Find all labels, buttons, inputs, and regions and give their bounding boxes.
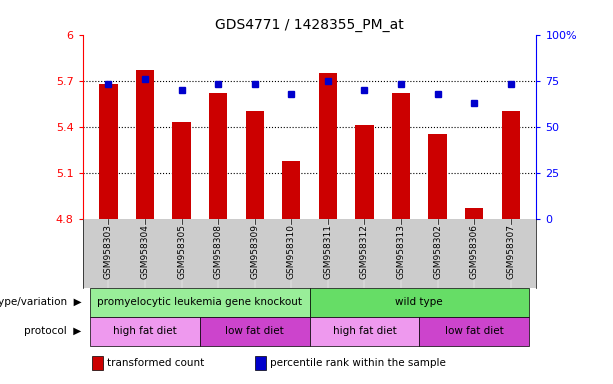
Bar [200,317,310,346]
Text: GSM958308: GSM958308 [213,224,223,280]
Text: GSM958312: GSM958312 [360,224,369,279]
Bar [501,111,520,219]
Text: GSM958306: GSM958306 [470,224,479,280]
Bar [255,356,267,370]
Bar [92,356,103,370]
Text: promyelocytic leukemia gene knockout: promyelocytic leukemia gene knockout [97,297,302,308]
Text: high fat diet: high fat diet [113,326,177,336]
Text: GSM958309: GSM958309 [250,224,259,280]
Bar [392,93,410,219]
Bar [419,317,529,346]
Text: low fat diet: low fat diet [226,326,284,336]
Text: GSM958307: GSM958307 [506,224,516,280]
Bar [90,317,200,346]
Text: GSM958311: GSM958311 [323,224,332,280]
Text: genotype/variation  ▶: genotype/variation ▶ [0,297,82,308]
Bar [310,288,529,317]
Bar [319,73,337,219]
Bar [428,134,447,219]
Bar [282,161,300,219]
Text: percentile rank within the sample: percentile rank within the sample [270,358,446,368]
Text: GSM958302: GSM958302 [433,224,442,279]
Bar [90,288,310,317]
Bar [99,84,118,219]
Bar [465,208,483,219]
Text: GSM958313: GSM958313 [397,224,406,280]
Text: GSM958305: GSM958305 [177,224,186,280]
Text: high fat diet: high fat diet [333,326,397,336]
Text: transformed count: transformed count [107,358,204,368]
Bar [136,70,154,219]
Bar [310,317,419,346]
Bar [246,111,264,219]
Text: low fat diet: low fat diet [445,326,503,336]
Bar [172,122,191,219]
Text: GSM958304: GSM958304 [140,224,150,279]
Bar [356,125,373,219]
Title: GDS4771 / 1428355_PM_at: GDS4771 / 1428355_PM_at [215,18,404,32]
Text: protocol  ▶: protocol ▶ [25,326,82,336]
Text: GSM958310: GSM958310 [287,224,296,280]
Text: wild type: wild type [395,297,443,308]
Text: GSM958303: GSM958303 [104,224,113,280]
Bar [209,93,227,219]
